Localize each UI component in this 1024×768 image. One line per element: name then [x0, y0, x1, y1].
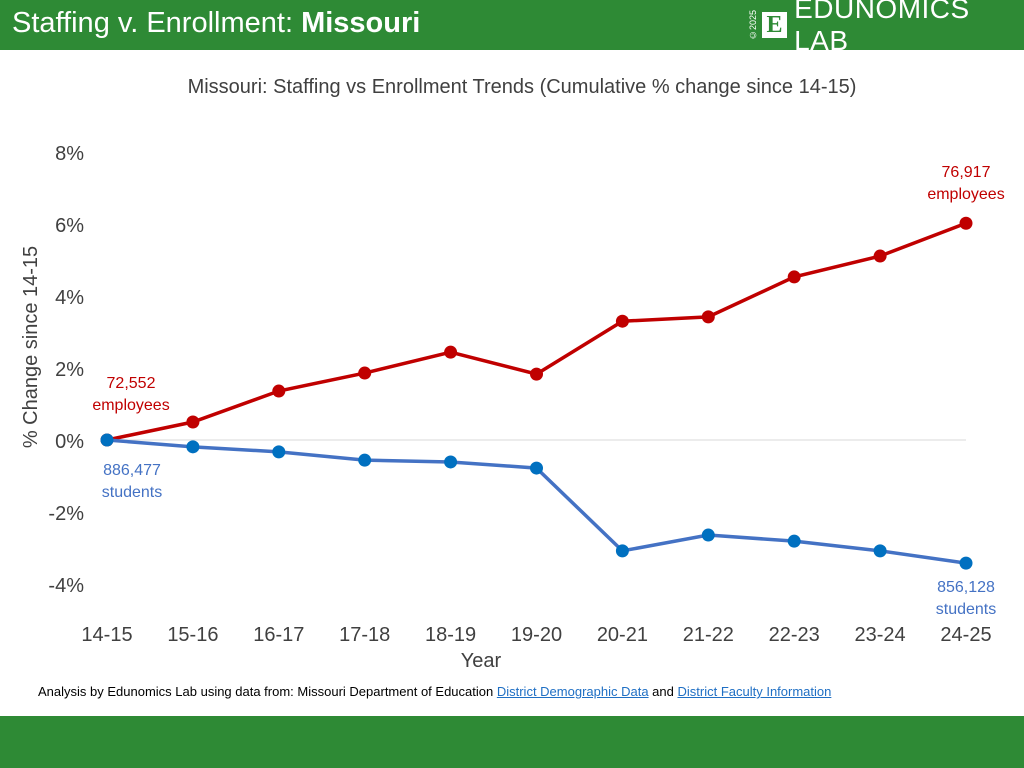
- students-point: [444, 455, 458, 469]
- staff-point: [959, 216, 973, 230]
- note-mid: and: [648, 684, 678, 699]
- staff-point: [873, 249, 887, 263]
- staff-start-label: employees: [92, 397, 169, 414]
- x-tick-label: 20-21: [597, 624, 648, 646]
- students-point: [272, 445, 286, 459]
- staff-point: [272, 384, 286, 398]
- logo-e-icon: E: [762, 12, 788, 38]
- students-point: [530, 461, 543, 475]
- staff-point: [530, 367, 543, 381]
- staff-start-label: 72,552: [107, 375, 156, 392]
- x-tick-label: 22-23: [769, 624, 820, 646]
- district-demographic-data-link[interactable]: District Demographic Data: [496, 684, 649, 699]
- x-tick-label: 15-16: [167, 624, 218, 646]
- students-start-label: 886,477: [103, 462, 161, 479]
- x-tick-label: 18-19: [425, 624, 476, 646]
- y-tick-label: -2%: [48, 503, 84, 525]
- staff-point: [615, 314, 629, 328]
- source-note: Analysis by Edunomics Lab using data fro…: [38, 684, 831, 699]
- x-axis-label: Year: [461, 650, 502, 672]
- staff-point: [444, 345, 458, 359]
- students-point: [358, 453, 372, 467]
- x-tick-label: 23-24: [855, 624, 906, 646]
- footer-bar: [0, 716, 1024, 768]
- students-point: [701, 528, 715, 542]
- y-tick-label: 6%: [55, 215, 84, 237]
- students-point: [959, 556, 973, 570]
- students-start-label: students: [102, 484, 162, 501]
- students-point: [186, 440, 200, 454]
- x-tick-label: 21-22: [683, 624, 734, 646]
- y-tick-label: 4%: [55, 287, 84, 309]
- students-point: [615, 544, 629, 558]
- district-faculty-information-link[interactable]: District Faculty Information: [677, 684, 832, 699]
- title-state: Missouri: [301, 7, 421, 39]
- staff-point: [701, 310, 715, 324]
- students-series-line: [106, 438, 967, 565]
- students-end-label: students: [936, 601, 996, 618]
- x-tick-label: 17-18: [339, 624, 390, 646]
- chart-title: Missouri: Staffing vs Enrollment Trends …: [188, 76, 857, 98]
- staff-end-label: employees: [927, 186, 1004, 203]
- note-text: Analysis by Edunomics Lab using data fro…: [38, 684, 497, 699]
- x-tick-label: 14-15: [81, 624, 132, 646]
- staff-point: [358, 366, 372, 380]
- page-title: Staffing v. Enrollment: Missouri: [12, 7, 420, 40]
- staff-point: [186, 415, 200, 429]
- logo-name: EDUNOMICS LAB: [794, 0, 970, 56]
- header-bar: Staffing v. Enrollment: Missouri ©2025 E…: [0, 0, 1024, 56]
- students-point: [100, 433, 114, 447]
- students-point: [787, 534, 801, 548]
- y-tick-label: 8%: [55, 143, 84, 165]
- edunomics-logo: ©2025 E EDUNOMICS LAB: [748, 0, 1024, 56]
- y-axis-label: % Change since 14-15: [20, 246, 42, 448]
- staff-point: [787, 270, 801, 284]
- x-tick-label: 19-20: [511, 624, 562, 646]
- students-point: [873, 544, 887, 558]
- y-tick-label: -4%: [48, 575, 84, 597]
- y-tick-label: 0%: [55, 431, 84, 453]
- staff-end-label: 76,917: [942, 164, 991, 181]
- y-tick-label: 2%: [55, 359, 84, 381]
- title-prefix: Staffing v. Enrollment:: [12, 7, 302, 39]
- x-tick-label: 24-25: [940, 624, 991, 646]
- x-tick-label: 16-17: [253, 624, 304, 646]
- staff-series-line: [106, 221, 967, 442]
- students-end-label: 856,128: [937, 579, 995, 596]
